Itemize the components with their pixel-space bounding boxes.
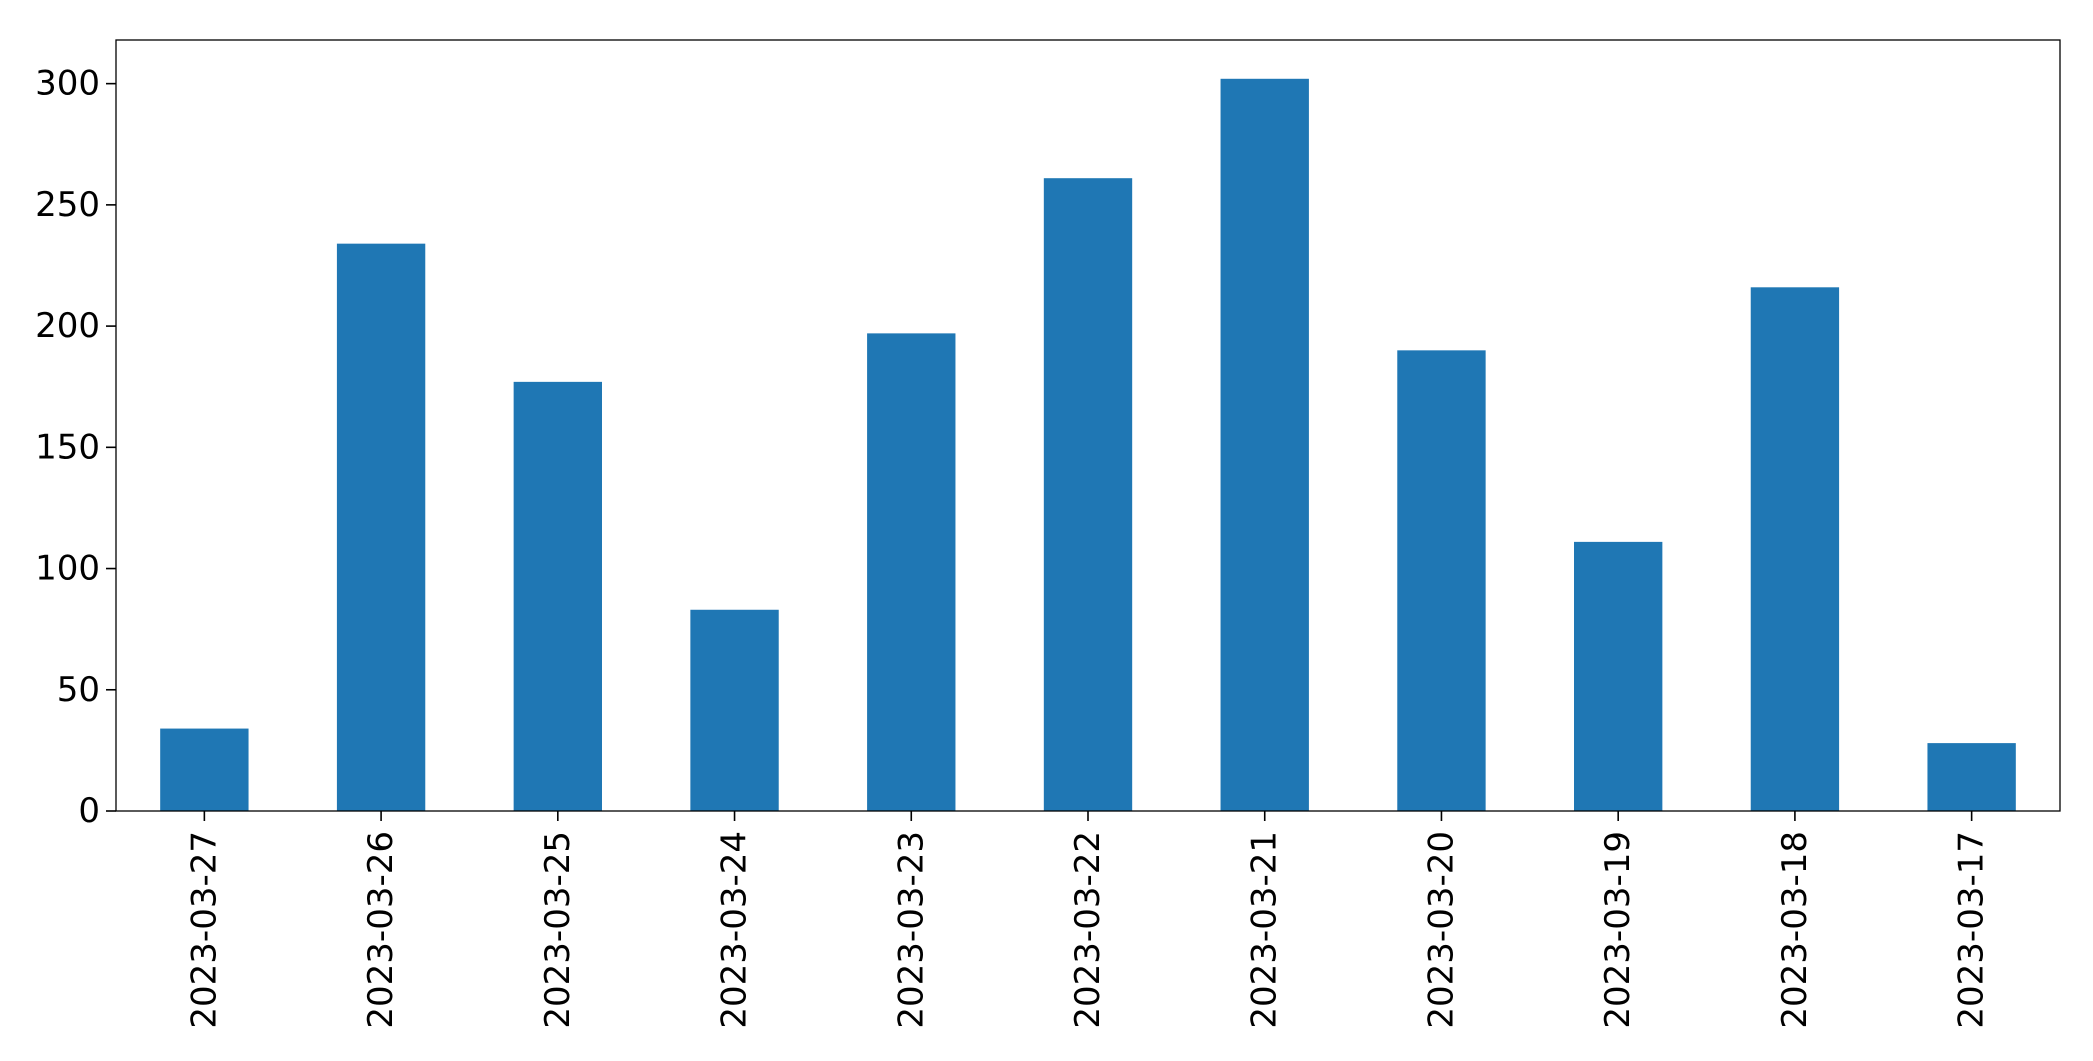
x-tick-label: 2023-03-19 [1598, 831, 1638, 1029]
bar-2023-03-22 [1043, 178, 1133, 811]
bar-2023-03-25 [513, 381, 602, 811]
bar-2023-03-18 [1750, 287, 1840, 811]
bar-2023-03-21 [1220, 78, 1309, 811]
y-tick-label: 50 [57, 670, 100, 710]
x-tick-label: 2023-03-27 [184, 831, 224, 1029]
y-tick-label: 200 [35, 306, 100, 346]
bar-2023-03-17 [1927, 743, 2016, 811]
x-tick-label: 2023-03-20 [1421, 831, 1461, 1029]
x-tick-label: 2023-03-26 [361, 831, 401, 1029]
x-tick-label: 2023-03-17 [1952, 831, 1992, 1029]
bar-2023-03-23 [867, 333, 956, 811]
x-axis: 2023-03-27 2023-03-26 2023-03-25 2023-03-24… [184, 811, 1992, 1029]
x-tick-label: 2023-03-24 [715, 831, 755, 1029]
x-tick-label: 2023-03-18 [1775, 831, 1815, 1029]
bar-2023-03-20 [1397, 350, 1486, 811]
y-tick-label: 250 [35, 185, 100, 225]
bars-group [160, 78, 2016, 811]
bar-2023-03-27 [160, 728, 249, 811]
x-tick-label: 2023-03-21 [1245, 831, 1285, 1029]
y-tick-label: 150 [35, 427, 100, 467]
bar-2023-03-24 [690, 609, 779, 811]
x-tick-label: 2023-03-22 [1068, 831, 1108, 1029]
plot-frame [115, 39, 2061, 812]
y-tick-label: 100 [35, 549, 100, 589]
y-axis: 0 50 100 150 200 250 300 [35, 64, 116, 831]
y-tick-label: 300 [35, 64, 100, 104]
bar-2023-03-26 [336, 243, 426, 811]
y-tick-label: 0 [78, 791, 100, 831]
bar-2023-03-19 [1574, 541, 1663, 811]
x-tick-label: 2023-03-25 [538, 831, 578, 1029]
x-tick-label: 2023-03-23 [891, 831, 931, 1029]
